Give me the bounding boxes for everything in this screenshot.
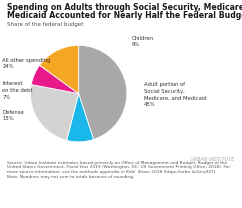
Text: URBAN INSTITUTE: URBAN INSTITUTE	[190, 157, 235, 162]
Text: All other spending
24%: All other spending 24%	[2, 58, 51, 69]
Wedge shape	[31, 65, 79, 94]
Wedge shape	[40, 45, 79, 94]
Text: Interest
on the debt
7%: Interest on the debt 7%	[2, 81, 33, 100]
Text: Adult portion of
Social Security,
Medicare, and Medicaid
45%: Adult portion of Social Security, Medica…	[144, 82, 207, 107]
Text: Children
9%: Children 9%	[132, 36, 154, 47]
Wedge shape	[30, 85, 79, 140]
Wedge shape	[67, 94, 94, 142]
Text: Defense
15%: Defense 15%	[2, 110, 24, 121]
Text: Share of the federal budget: Share of the federal budget	[7, 22, 84, 27]
Text: Spending on Adults through Social Security, Medicare, and: Spending on Adults through Social Securi…	[7, 3, 242, 12]
Text: Source: Urban Institute estimates based primarily on Office of Management and Bu: Source: Urban Institute estimates based …	[7, 161, 230, 179]
Text: Medicaid Accounted for Nearly Half the Federal Budget in 2017: Medicaid Accounted for Nearly Half the F…	[7, 11, 242, 20]
Wedge shape	[79, 45, 127, 140]
